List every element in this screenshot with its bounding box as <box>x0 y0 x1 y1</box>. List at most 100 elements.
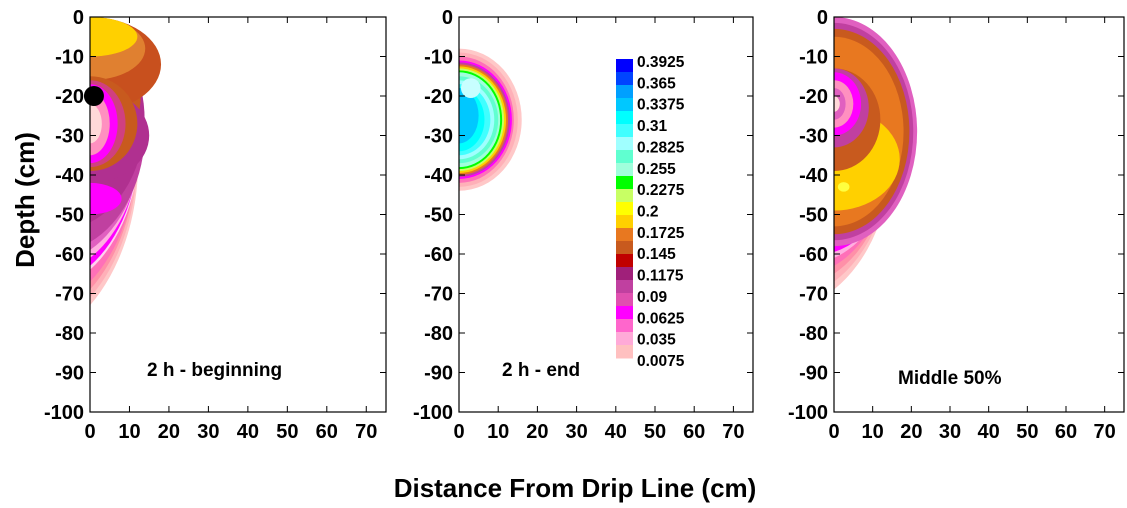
y-tick-label: -60 <box>55 244 84 266</box>
panel-annotation: 2 h - beginning <box>147 360 282 381</box>
y-tick-labels: 0 -10 -20 -30 -40 -50 -60 -70 -80 -90 -100 <box>44 7 386 424</box>
y-tick-label: -30 <box>799 126 828 148</box>
x-tick-label: 40 <box>237 421 259 443</box>
legend-label: 0.255 <box>637 161 676 178</box>
legend-swatch <box>616 85 633 99</box>
y-tick-label: -10 <box>424 47 453 69</box>
y-axis-title: Depth (cm) <box>10 132 40 268</box>
y-tick-label: 0 <box>817 7 828 29</box>
contour-fill-group <box>83 17 162 306</box>
y-tick-label: -70 <box>424 284 453 306</box>
legend-swatch <box>616 111 633 125</box>
y-tick-label: -100 <box>44 402 84 424</box>
contour-band <box>90 182 122 215</box>
x-tick-label: 0 <box>453 421 464 443</box>
legend-swatch <box>616 189 633 203</box>
panel-middle-50: 0 10 20 30 40 50 60 70 0 -10 -20 -30 -40 -50 -60 -70 -8… <box>788 7 1125 443</box>
legend-label: 0.0075 <box>637 353 685 370</box>
legend-label: 0.2825 <box>637 139 685 156</box>
x-tick-label: 50 <box>276 421 298 443</box>
x-tick-label: 70 <box>722 421 744 443</box>
legend-label: 0.31 <box>637 118 668 135</box>
y-tick-label: -90 <box>799 363 828 385</box>
legend-label: 0.1175 <box>637 268 684 285</box>
x-tick-labels: 0 10 20 30 40 50 60 70 <box>84 17 377 443</box>
legend-label: 0.09 <box>637 289 668 306</box>
contour-band <box>834 96 840 112</box>
y-tick-label: -100 <box>413 402 453 424</box>
x-axis-title: Distance From Drip Line (cm) <box>394 473 757 503</box>
legend-swatch <box>616 137 633 151</box>
x-tick-label: 60 <box>316 421 338 443</box>
color-legend: 0.3925 0.365 0.3375 0.31 0.2825 0.255 0.2275 0.… <box>616 54 685 370</box>
x-tick-label: 30 <box>939 421 961 443</box>
y-tick-label: -90 <box>424 363 453 385</box>
x-tick-labels: 0 10 20 30 40 50 60 70 <box>828 17 1116 443</box>
legend-swatch <box>616 215 633 229</box>
y-tick-label: -60 <box>799 244 828 266</box>
y-tick-label: -80 <box>55 323 84 345</box>
panel-2h-beginning: 0 10 20 30 40 50 60 70 0 -10 -20 -30 -40 -50 -60 -70 -8… <box>44 7 387 443</box>
x-tick-label: 0 <box>828 421 839 443</box>
y-tick-label: -70 <box>799 284 828 306</box>
legend-swatch <box>616 59 633 73</box>
panel-2h-end: 0 10 20 30 40 50 60 70 0 -10 -20 -30 -40 -50 -60 -70 -8… <box>413 7 754 443</box>
legend-label: 0.035 <box>637 332 676 349</box>
legend-swatch <box>616 241 633 255</box>
y-tick-label: -80 <box>424 323 453 345</box>
y-tick-label: -40 <box>799 165 828 187</box>
panel-annotation: 2 h - end <box>502 360 580 381</box>
x-tick-label: 30 <box>197 421 219 443</box>
legend-swatch <box>616 345 633 359</box>
y-tick-label: -70 <box>55 284 84 306</box>
y-tick-label: 0 <box>442 7 453 29</box>
y-tick-label: -50 <box>55 205 84 227</box>
y-tick-label: -40 <box>424 165 453 187</box>
legend-swatch <box>616 202 633 216</box>
contour-fill-group <box>459 48 522 191</box>
legend-label: 0.365 <box>637 75 676 92</box>
contour-band <box>90 103 102 144</box>
legend-swatch <box>616 124 633 138</box>
legend-swatch <box>616 319 633 333</box>
x-tick-label: 40 <box>605 421 627 443</box>
legend-swatch <box>616 254 633 268</box>
y-tick-label: -90 <box>55 363 84 385</box>
contour-band <box>837 182 850 192</box>
contour-bands <box>90 17 162 306</box>
legend-swatch <box>616 228 633 242</box>
x-tick-label: 20 <box>526 421 548 443</box>
legend-label: 0.3925 <box>637 54 685 71</box>
y-tick-label: -30 <box>424 126 453 148</box>
contour-fill-group <box>834 17 918 290</box>
legend-label: 0.3375 <box>637 97 685 114</box>
legend-swatch <box>616 306 633 320</box>
y-tick-label: -60 <box>424 244 453 266</box>
legend-swatch <box>616 150 633 164</box>
y-tick-label: -20 <box>55 86 84 108</box>
y-tick-label: -50 <box>424 205 453 227</box>
x-tick-label: 0 <box>84 421 95 443</box>
y-tick-labels: 0 -10 -20 -30 -40 -50 -60 -70 -80 -90 -100 <box>788 7 1124 424</box>
x-tick-labels: 0 10 20 30 40 50 60 70 <box>453 17 745 443</box>
y-tick-label: -10 <box>799 47 828 69</box>
y-tick-label: -30 <box>55 126 84 148</box>
y-tick-label: -20 <box>424 86 453 108</box>
legend-label: 0.2 <box>637 204 659 221</box>
y-tick-label: 0 <box>73 7 84 29</box>
contour-band <box>90 17 138 57</box>
x-tick-label: 10 <box>487 421 509 443</box>
legend-swatch <box>616 72 633 86</box>
y-tick-label: -80 <box>799 323 828 345</box>
y-tick-label: -20 <box>799 86 828 108</box>
legend-swatch <box>616 332 633 346</box>
x-tick-label: 50 <box>1016 421 1038 443</box>
x-tick-label: 30 <box>565 421 587 443</box>
x-tick-label: 60 <box>683 421 705 443</box>
x-tick-label: 70 <box>355 421 377 443</box>
legend-swatch <box>616 98 633 112</box>
legend-swatch <box>616 267 633 281</box>
legend-label: 0.0625 <box>637 310 685 327</box>
x-tick-label: 20 <box>900 421 922 443</box>
